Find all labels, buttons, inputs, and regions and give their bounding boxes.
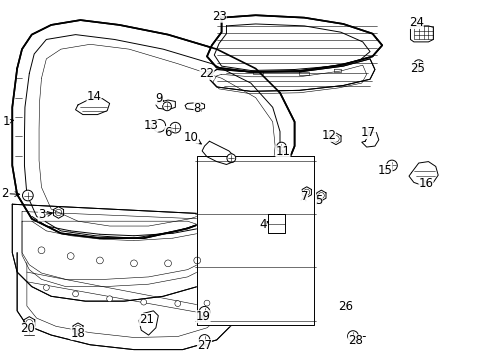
Text: 12: 12: [321, 129, 336, 142]
Circle shape: [67, 253, 74, 260]
Circle shape: [130, 260, 137, 267]
Circle shape: [165, 260, 172, 267]
Text: 4: 4: [259, 218, 268, 231]
Circle shape: [23, 190, 33, 201]
Circle shape: [97, 257, 103, 264]
Polygon shape: [156, 100, 175, 110]
Text: 27: 27: [197, 339, 212, 352]
Polygon shape: [185, 103, 204, 110]
Polygon shape: [209, 59, 375, 91]
Circle shape: [153, 120, 166, 132]
Circle shape: [44, 285, 49, 291]
Text: 17: 17: [361, 126, 376, 139]
Circle shape: [194, 257, 201, 264]
Text: 21: 21: [139, 313, 154, 326]
Circle shape: [73, 291, 78, 297]
Polygon shape: [202, 141, 234, 165]
Circle shape: [199, 306, 210, 317]
Text: 20: 20: [21, 322, 35, 335]
Text: 6: 6: [164, 126, 172, 139]
Text: 3: 3: [38, 208, 52, 221]
Polygon shape: [197, 156, 314, 325]
Polygon shape: [362, 132, 379, 147]
Circle shape: [414, 60, 423, 69]
Circle shape: [141, 299, 147, 305]
Text: 8: 8: [194, 102, 201, 115]
Circle shape: [348, 331, 358, 341]
Polygon shape: [411, 26, 433, 42]
Text: 23: 23: [212, 10, 226, 23]
Circle shape: [387, 160, 397, 171]
Text: 19: 19: [196, 310, 211, 323]
Polygon shape: [17, 253, 231, 350]
Text: 5: 5: [315, 194, 322, 207]
Text: 13: 13: [144, 119, 158, 132]
Circle shape: [170, 122, 181, 133]
Text: 15: 15: [378, 164, 392, 177]
Text: 11: 11: [275, 145, 291, 158]
Polygon shape: [268, 214, 285, 233]
Text: 9: 9: [155, 92, 163, 105]
Polygon shape: [139, 311, 158, 335]
Circle shape: [276, 142, 286, 152]
Circle shape: [163, 102, 172, 111]
Text: 28: 28: [348, 334, 363, 347]
Text: 25: 25: [410, 62, 425, 75]
Text: 26: 26: [338, 301, 353, 314]
Circle shape: [204, 300, 210, 306]
Polygon shape: [75, 99, 110, 114]
Polygon shape: [207, 15, 382, 72]
Text: 2: 2: [1, 187, 20, 200]
Text: 10: 10: [184, 131, 201, 144]
Text: 22: 22: [199, 67, 215, 80]
Circle shape: [199, 334, 210, 345]
Polygon shape: [12, 20, 294, 238]
Text: 7: 7: [300, 190, 308, 203]
Text: 14: 14: [87, 90, 101, 103]
Polygon shape: [409, 162, 438, 186]
Circle shape: [107, 296, 113, 302]
Circle shape: [175, 301, 181, 306]
Circle shape: [38, 247, 45, 254]
Text: 16: 16: [418, 177, 434, 190]
Text: 24: 24: [409, 16, 424, 29]
Text: 18: 18: [71, 327, 85, 340]
Text: 1: 1: [2, 115, 13, 129]
Circle shape: [227, 154, 236, 163]
Polygon shape: [12, 204, 231, 301]
